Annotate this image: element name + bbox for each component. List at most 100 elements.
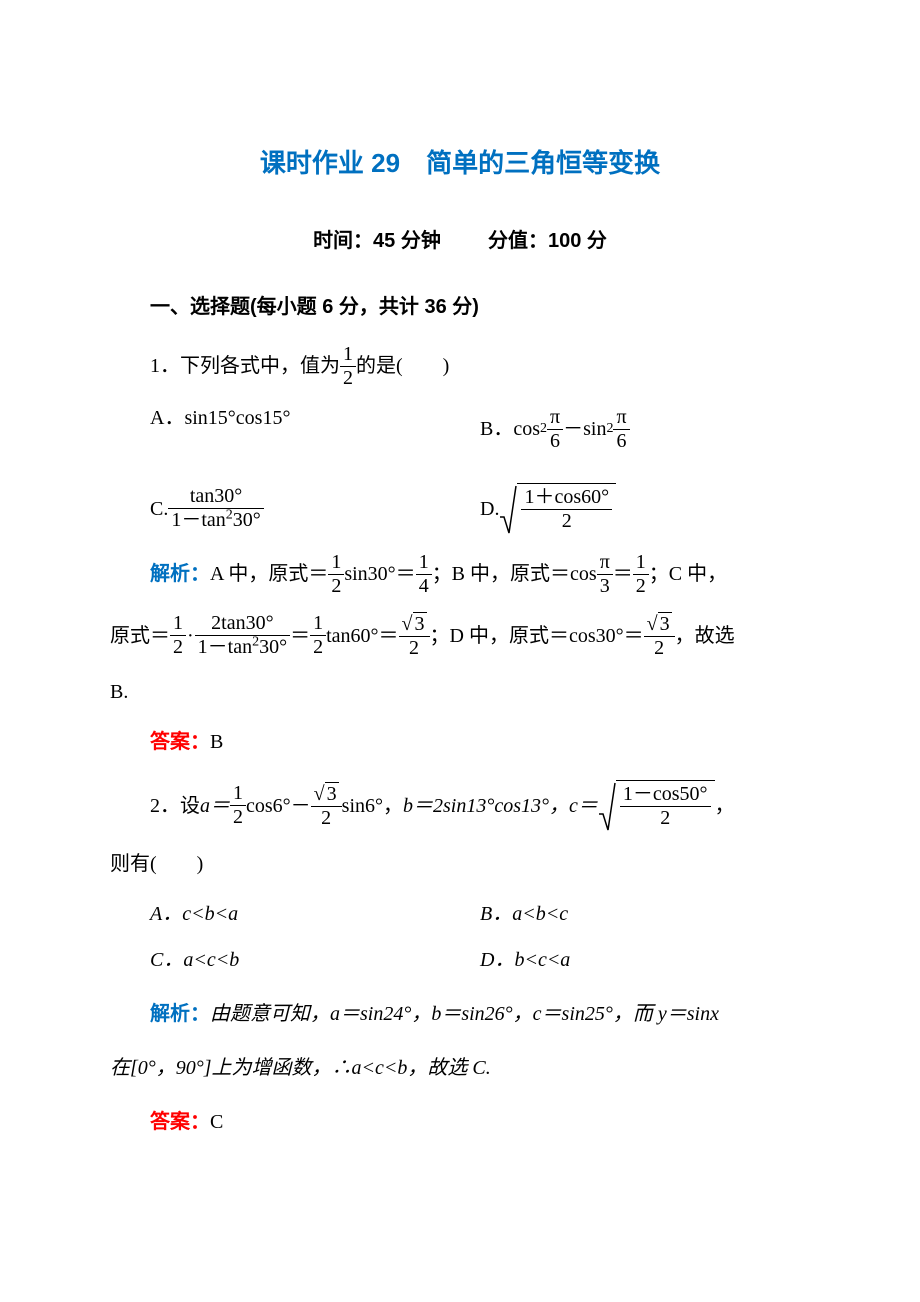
q1-options-row2: C. tan30° 1－tan230° D. 1＋cos60° 2 <box>150 477 810 541</box>
frac-den: 3 <box>597 575 613 598</box>
frac: 12 <box>328 551 344 598</box>
q1-analysis-l1: 解析： A 中，原式＝ 12 sin30°＝ 14 ；B 中，原式＝cos π3… <box>110 551 810 598</box>
frac: √3 2 <box>644 612 675 660</box>
text: c＝ <box>569 788 598 824</box>
text: ；B 中，原式＝cos <box>432 556 597 592</box>
text: ＝ <box>290 618 310 654</box>
frac: 2tan30° 1－tan230° <box>195 612 290 659</box>
frac-den: 2 <box>644 637 675 660</box>
frac-num: 1－cos50° <box>620 783 711 807</box>
sqrt-body: 3 <box>658 612 672 636</box>
answer-text: C <box>210 1111 223 1133</box>
sqrt-body: 1－cos50° 2 <box>616 780 715 832</box>
q2-optC: C．a<c<b <box>150 942 480 978</box>
sqrt-sign: √ <box>647 613 658 636</box>
sqrt-body: 3 <box>325 782 339 806</box>
text: ，故选 <box>675 618 735 654</box>
q2-options-row2: C．a<c<b D．b<c<a <box>150 942 810 978</box>
answer-text: B <box>210 731 223 753</box>
frac-num: tan30° <box>168 485 263 509</box>
frac-den: 2 <box>230 806 246 829</box>
frac-den: 1－tan230° <box>195 636 290 659</box>
sqrt-sign <box>499 483 517 535</box>
text: 原式＝ <box>110 618 170 654</box>
frac: π 6 <box>613 406 629 453</box>
sqrt-body: 1＋cos60° 2 <box>517 483 616 535</box>
frac: π3 <box>597 551 613 598</box>
text: cos6°－ <box>246 788 311 824</box>
q1-stem: 1．下列各式中，值为 1 2 的是( ) <box>110 343 810 390</box>
analysis-label: 解析： <box>150 556 210 592</box>
q2-answer: 答案：C <box>110 1104 810 1140</box>
frac-den: 2 <box>620 807 711 830</box>
q2-optA: A．c<b<a <box>150 896 480 932</box>
text: a＝ <box>200 788 230 824</box>
text: 1－tan <box>198 636 252 658</box>
frac: 1＋cos60° 2 <box>521 486 612 533</box>
q1-answer: 答案：B <box>110 724 810 760</box>
time-label: 时间：45 分钟 <box>313 230 441 252</box>
frac-num: π <box>547 406 563 430</box>
text: 30° <box>233 509 261 531</box>
text: b＝2sin13°cos13°， <box>403 788 569 824</box>
text: · <box>187 618 194 654</box>
q1-options-row1: A．sin15°cos15° B．cos2 π 6 －sin2 π 6 <box>150 400 810 459</box>
frac: √3 2 <box>311 782 342 830</box>
frac-num: 1 <box>633 551 649 575</box>
page-title: 课时作业 29 简单的三角恒等变换 <box>110 140 810 187</box>
frac-den: 2 <box>311 807 342 830</box>
frac-num: π <box>597 551 613 575</box>
sqrt-sign <box>598 780 616 832</box>
frac-den: 6 <box>547 430 563 453</box>
frac-den: 6 <box>613 430 629 453</box>
text: ＝ <box>613 556 633 592</box>
text: ；D 中，原式＝cos30°＝ <box>430 618 644 654</box>
q1-optA: A．sin15°cos15° <box>150 400 480 459</box>
subtitle: 时间：45 分钟 分值：100 分 <box>110 223 810 259</box>
q2-stem-l2: 则有( ) <box>110 846 810 882</box>
frac-den: 2 <box>521 510 612 533</box>
q2-options-row1: A．c<b<a B．a<b<c <box>150 896 810 932</box>
frac-num: 1 <box>170 612 186 636</box>
answer-label: 答案： <box>150 731 210 753</box>
score-label: 分值：100 分 <box>488 230 607 252</box>
q2-optD: D．b<c<a <box>480 942 810 978</box>
text: ；C 中， <box>649 556 727 592</box>
frac-den: 2 <box>399 637 430 660</box>
frac-num: √3 <box>399 612 430 637</box>
frac-num: √3 <box>644 612 675 637</box>
text: －sin <box>563 411 606 447</box>
frac-den: 2 <box>633 575 649 598</box>
sqrt-body: 3 <box>413 612 427 636</box>
frac-num: 1 <box>328 551 344 575</box>
q1-optB: B．cos2 π 6 －sin2 π 6 <box>480 406 810 453</box>
text: D. <box>480 491 499 527</box>
q1-optD: D. 1＋cos60° 2 <box>480 483 810 535</box>
frac-num: 1＋cos60° <box>521 486 612 510</box>
q1-stem-pre: 1．下列各式中，值为 <box>150 348 340 384</box>
text: B．cos <box>480 411 540 447</box>
frac-num: 2tan30° <box>195 612 290 636</box>
frac-den: 2 <box>328 575 344 598</box>
q2-stem-pre: 2．设 <box>150 788 200 824</box>
text: A 中，原式＝ <box>210 556 328 592</box>
frac-num: 1 <box>310 612 326 636</box>
text: 1－tan <box>171 509 225 531</box>
q1-stem-post: 的是( ) <box>356 348 449 384</box>
sup: 2 <box>226 508 233 523</box>
frac: 1－cos50° 2 <box>620 783 711 830</box>
frac-num: π <box>613 406 629 430</box>
frac-den: 2 <box>310 636 326 659</box>
q1-optC: C. tan30° 1－tan230° <box>150 483 480 535</box>
text: sin6°， <box>342 788 403 824</box>
frac-num: 1 <box>416 551 432 575</box>
sqrt-sign: √ <box>402 613 413 636</box>
text: ， <box>715 788 735 824</box>
frac-num: √3 <box>311 782 342 807</box>
text: 30° <box>259 636 287 658</box>
frac: tan30° 1－tan230° <box>168 485 263 532</box>
frac: 14 <box>416 551 432 598</box>
q2-optB: B．a<b<c <box>480 896 810 932</box>
frac-den: 2 <box>340 367 356 390</box>
q2-analysis-l1: 解析：由题意可知，a＝sin24°，b＝sin26°，c＝sin25°，而 y＝… <box>110 996 810 1032</box>
